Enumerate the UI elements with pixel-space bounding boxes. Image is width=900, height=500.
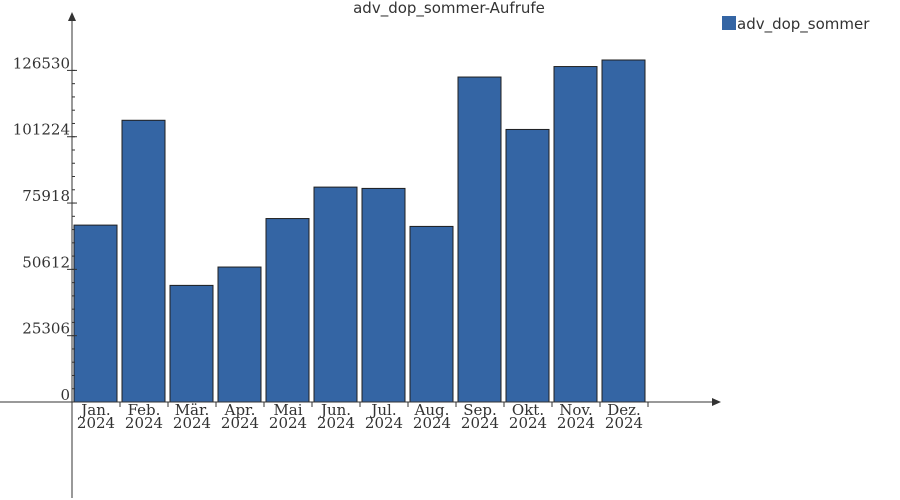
bar-6 (361, 187, 406, 403)
x-tick-month-4: Mai (273, 401, 302, 419)
x-tick-label-3: Apr. 2024 (221, 401, 259, 432)
x-tick-year-1: 2024 (125, 414, 163, 432)
y-axis-arrow (68, 12, 76, 21)
x-tick-label-9: Okt. 2024 (509, 401, 547, 432)
bar-2 (169, 284, 214, 403)
bars-group (73, 59, 646, 403)
x-tick-month-3: Apr. (224, 401, 256, 419)
x-tick-year-6: 2024 (365, 414, 403, 432)
y-ticks-group: 0 25306 50612 75918 101224 126530 (13, 54, 77, 404)
x-tick-month-9: Okt. (512, 401, 544, 419)
x-tick-year-5: 2024 (317, 414, 355, 432)
y-tick-label-5: 126530 (13, 54, 70, 72)
x-tick-month-1: Feb. (128, 401, 161, 419)
x-tick-label-5: Jun. 2024 (317, 401, 355, 432)
x-tick-label-8: Sep. 2024 (461, 401, 499, 432)
y-tick-label-0: 0 (60, 386, 70, 404)
x-tick-year-9: 2024 (509, 414, 547, 432)
x-tick-month-2: Mär. (175, 401, 210, 419)
bar-1 (121, 119, 166, 403)
x-tick-month-10: Nov. (559, 401, 593, 419)
y-tick-label-2: 50612 (22, 253, 70, 271)
x-tick-label-1: Feb. 2024 (125, 401, 163, 432)
bar-5 (313, 186, 358, 403)
y-tick-label-3: 75918 (22, 187, 70, 205)
x-tick-year-7: 2024 (413, 414, 451, 432)
legend-swatch (722, 16, 736, 30)
bar-9 (505, 128, 550, 403)
bar-10 (553, 66, 598, 403)
x-tick-year-2: 2024 (173, 414, 211, 432)
x-tick-month-5: Jun. (319, 401, 351, 419)
x-tick-label-2: Mär. 2024 (173, 401, 211, 432)
x-tick-label-7: Aug. 2024 (413, 401, 451, 432)
bar-11 (601, 59, 646, 403)
bar-8 (457, 76, 502, 403)
x-tick-year-10: 2024 (557, 414, 595, 432)
x-tick-year-8: 2024 (461, 414, 499, 432)
x-tick-year-4: 2024 (269, 414, 307, 432)
x-tick-label-4: Mai 2024 (269, 401, 307, 432)
x-tick-label-11: Dez. 2024 (605, 401, 643, 432)
x-tick-month-6: Jul. (369, 401, 396, 419)
x-tick-label-6: Jul. 2024 (365, 401, 403, 432)
legend-label: adv_dop_sommer (737, 15, 870, 34)
x-tick-month-7: Aug. (414, 401, 450, 419)
bar-0 (73, 224, 118, 403)
x-tick-year-3: 2024 (221, 414, 259, 432)
x-tick-year-0: 2024 (77, 414, 115, 432)
chart-title: adv_dop_sommer-Aufrufe (353, 0, 545, 18)
x-tick-label-0: Jan. 2024 (77, 401, 115, 432)
x-tick-label-10: Nov. 2024 (557, 401, 595, 432)
bar-3 (217, 266, 262, 403)
bar-4 (265, 218, 310, 403)
x-tick-year-11: 2024 (605, 414, 643, 432)
x-axis-arrow (712, 398, 721, 406)
y-tick-label-1: 25306 (22, 320, 70, 338)
legend: adv_dop_sommer (722, 15, 870, 34)
bar-7 (409, 225, 454, 403)
x-tick-month-0: Jan. (79, 401, 110, 419)
x-tick-month-11: Dez. (607, 401, 641, 419)
y-tick-label-4: 101224 (13, 121, 70, 139)
x-tick-month-8: Sep. (463, 401, 497, 419)
